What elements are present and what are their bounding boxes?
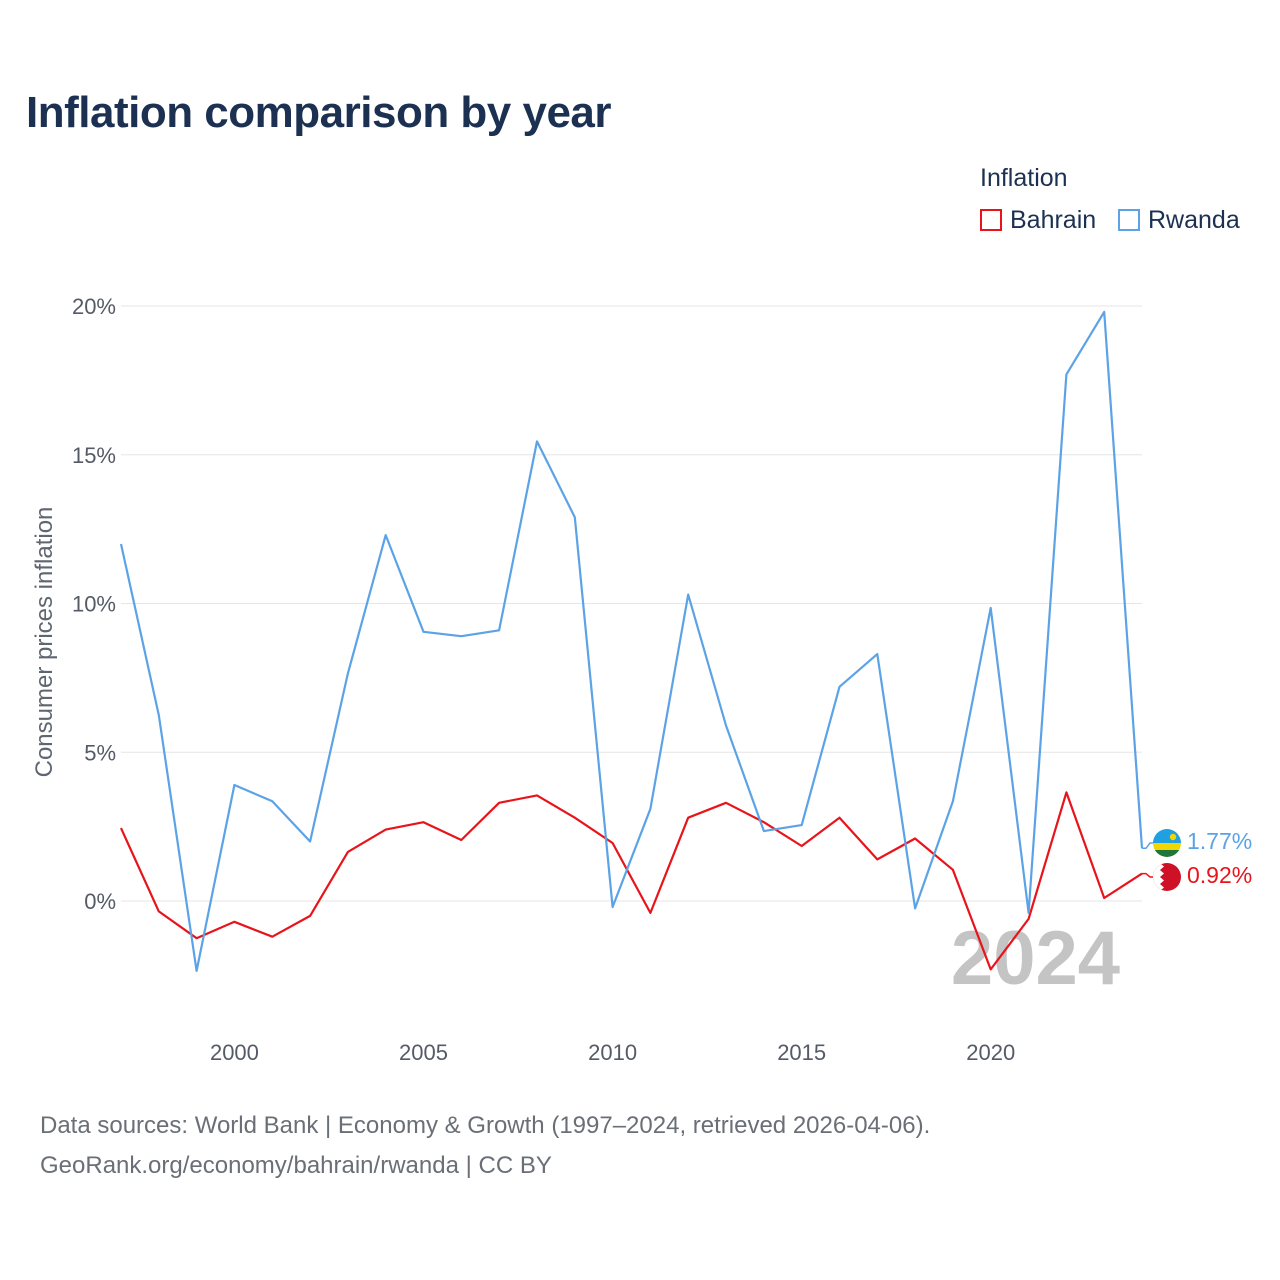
y-tick-label: 5% (84, 740, 116, 765)
y-axis-ticks: 0% 5% 10% 15% 20% (72, 294, 116, 914)
end-labels: 1.77% 0.92% (1142, 828, 1252, 891)
end-connector-bahrain (1142, 872, 1153, 878)
end-label-rwanda: 1.77% (1187, 828, 1252, 854)
y-tick-label: 20% (72, 294, 116, 319)
year-watermark: 2024 (951, 916, 1120, 1001)
series-line-rwanda (119, 310, 1144, 973)
end-connector-rwanda (1142, 842, 1153, 850)
grid-lines (121, 305, 1142, 902)
legend-label-rwanda: Rwanda (1148, 205, 1240, 234)
x-tick-label: 2005 (399, 1040, 448, 1065)
rwanda-flag-icon (1153, 829, 1181, 857)
footer-url: GeoRank.org/economy/bahrain/rwanda | CC … (40, 1152, 552, 1179)
x-tick-label: 2020 (966, 1040, 1015, 1065)
footer: Data sources: World Bank | Economy & Gro… (40, 1106, 930, 1186)
chart-title: Inflation comparison by year (26, 88, 612, 137)
legend-item-bahrain[interactable]: Bahrain (980, 206, 1096, 234)
y-tick-label: 15% (72, 443, 116, 468)
y-tick-label: 0% (84, 889, 116, 914)
series-lines (119, 310, 1144, 973)
legend-swatch-rwanda (1118, 209, 1140, 231)
end-label-bahrain: 0.92% (1187, 862, 1252, 888)
legend-label-bahrain: Bahrain (1010, 205, 1097, 234)
legend-title: Inflation (980, 164, 1068, 192)
footer-source: Data sources: World Bank | Economy & Gro… (40, 1112, 931, 1139)
x-tick-label: 2000 (210, 1040, 259, 1065)
y-axis-title: Consumer prices inflation (31, 507, 58, 778)
bahrain-flag-icon (1153, 863, 1181, 891)
x-axis-ticks: 2000 2005 2010 2015 2020 (210, 1040, 1015, 1065)
x-tick-label: 2015 (777, 1040, 826, 1065)
y-tick-label: 10% (72, 592, 116, 617)
series-line-bahrain (119, 791, 1143, 971)
x-tick-label: 2010 (588, 1040, 637, 1065)
legend-item-rwanda[interactable]: Rwanda (1118, 206, 1240, 234)
legend-swatch-bahrain (980, 209, 1002, 231)
